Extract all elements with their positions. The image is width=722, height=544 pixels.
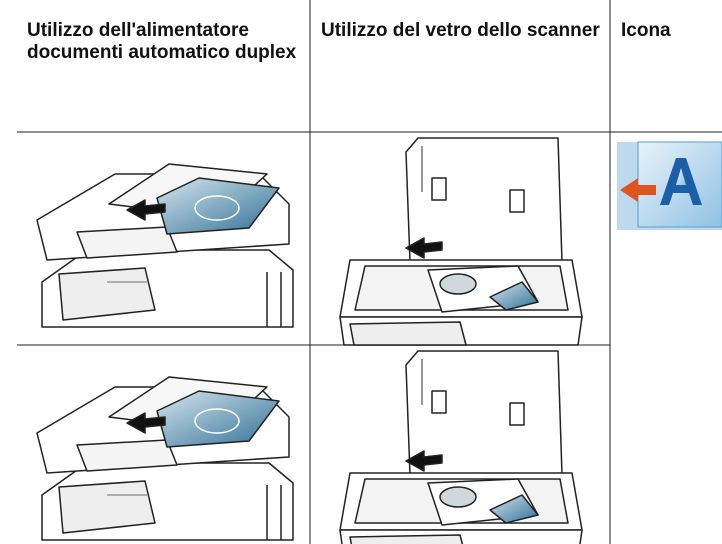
column-header: Utilizzo del vetro dello scanner	[321, 20, 600, 41]
column-header: Icona	[621, 20, 671, 41]
scanner-illustration	[339, 350, 583, 544]
adf-illustration	[36, 163, 294, 328]
scanner-illustration	[339, 137, 583, 346]
column-header: Utilizzo dell'alimentatore documenti aut…	[27, 20, 297, 63]
icon	[617, 141, 722, 230]
adf-illustration	[36, 376, 294, 541]
